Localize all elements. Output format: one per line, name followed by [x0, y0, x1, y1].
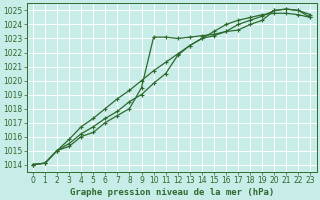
X-axis label: Graphe pression niveau de la mer (hPa): Graphe pression niveau de la mer (hPa) [69, 188, 274, 197]
